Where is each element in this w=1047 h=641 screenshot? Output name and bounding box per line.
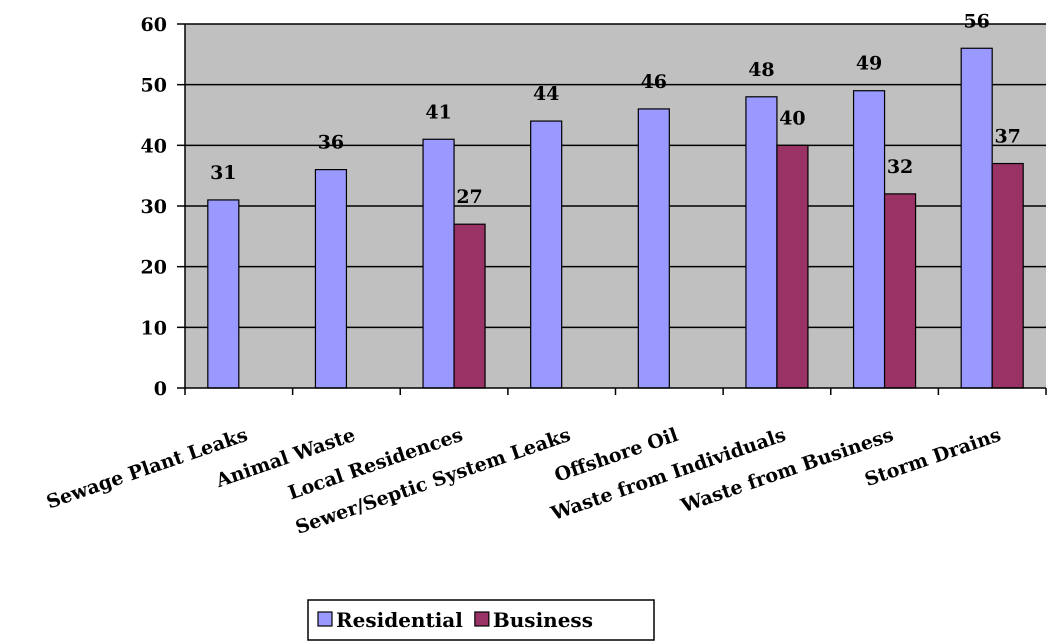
- y-tick-label: 0: [154, 378, 167, 400]
- bar-residential: [314, 169, 348, 389]
- bar-business: [883, 193, 917, 389]
- bar-business: [776, 144, 809, 389]
- legend-label-residential: Residential: [336, 608, 463, 632]
- y-tick-label: 30: [141, 196, 167, 218]
- legend-swatch-business: [474, 611, 490, 627]
- bar-residential: [745, 96, 778, 389]
- y-tick-label: 10: [141, 317, 167, 339]
- bar-residential: [960, 47, 993, 389]
- legend: Residential Business: [307, 599, 655, 641]
- bars: [207, 47, 1024, 389]
- data-label: 49: [856, 53, 882, 75]
- data-label: 27: [456, 186, 482, 208]
- data-label: 48: [748, 59, 774, 81]
- data-label: 44: [533, 83, 559, 105]
- y-axis-ticks: 0 10 20 30 40 50 60: [141, 14, 185, 400]
- bar-residential: [207, 199, 240, 389]
- bar-residential: [422, 138, 455, 389]
- data-label: 36: [318, 132, 344, 154]
- y-tick-label: 40: [141, 135, 167, 157]
- y-tick-label: 50: [141, 75, 167, 97]
- data-label: 41: [425, 101, 451, 123]
- data-label: 37: [994, 126, 1020, 148]
- data-labels: 31 36 41 27 44 46 48 40 49 32 56 37: [210, 10, 1021, 208]
- bar-residential: [852, 90, 886, 389]
- data-label: 32: [887, 156, 913, 178]
- data-label: 40: [779, 107, 805, 129]
- bar-business: [453, 223, 486, 389]
- data-label: 31: [210, 162, 236, 184]
- data-label: 46: [641, 71, 667, 93]
- legend-label-business: Business: [493, 608, 593, 632]
- y-tick-label: 60: [141, 14, 167, 36]
- y-tick-label: 20: [141, 257, 167, 279]
- bar-residential: [637, 108, 670, 389]
- legend-swatch-residential: [317, 611, 333, 627]
- bar-residential: [530, 120, 563, 389]
- data-label: 56: [963, 10, 989, 32]
- bar-business: [991, 162, 1024, 389]
- x-axis-ticks: [184, 388, 1047, 395]
